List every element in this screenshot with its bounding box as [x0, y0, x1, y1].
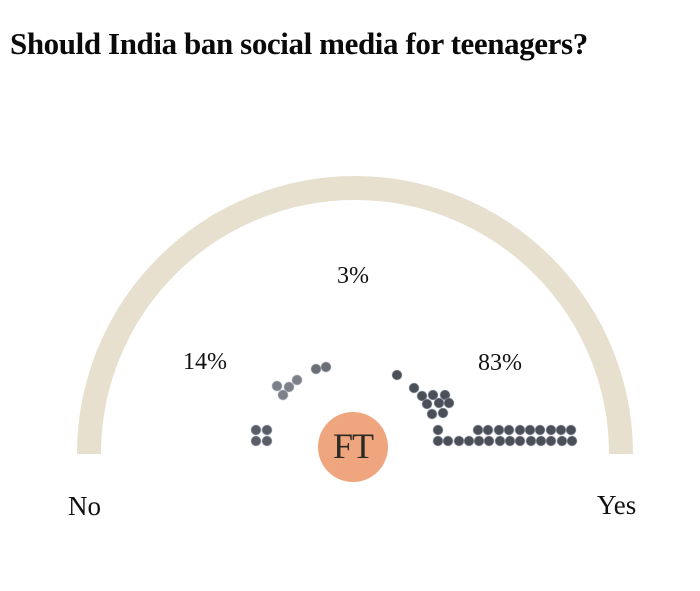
vote-dot: [503, 424, 515, 436]
ft-logo: FT: [318, 412, 388, 482]
vote-dot: [416, 390, 428, 402]
vote-dot: [283, 381, 295, 393]
vote-dot: [493, 424, 505, 436]
vote-dot: [494, 435, 506, 447]
percent-label-no: 14%: [183, 349, 227, 375]
vote-dot: [473, 435, 485, 447]
gauge-label-yes: Yes: [597, 490, 637, 520]
percent-label-middle: 3%: [337, 263, 369, 289]
vote-dot: [250, 435, 262, 447]
vote-dots: [250, 361, 578, 447]
vote-dot: [320, 361, 332, 373]
vote-dot: [432, 424, 444, 436]
vote-dot: [535, 435, 547, 447]
vote-dot: [443, 397, 455, 409]
vote-dot: [271, 380, 283, 392]
ft-logo-text: FT: [332, 426, 374, 466]
vote-dot: [426, 408, 438, 420]
vote-dot: [534, 424, 546, 436]
vote-dot: [408, 382, 420, 394]
vote-dot: [427, 389, 439, 401]
vote-dot: [545, 435, 557, 447]
vote-dot: [250, 424, 262, 436]
poll-question-title: Should India ban social media for teenag…: [10, 26, 588, 61]
vote-dot: [514, 424, 526, 436]
vote-dot: [310, 363, 322, 375]
vote-dot: [472, 424, 484, 436]
gauge-arc: [77, 176, 633, 455]
vote-dot: [463, 435, 475, 447]
vote-dot: [514, 435, 526, 447]
vote-dot: [433, 397, 445, 409]
vote-dot: [277, 389, 289, 401]
vote-dot: [524, 424, 536, 436]
vote-dot: [555, 424, 567, 436]
vote-dot: [504, 435, 516, 447]
vote-dot: [525, 435, 537, 447]
vote-dot: [483, 435, 495, 447]
vote-dot: [421, 398, 433, 410]
vote-dot: [482, 424, 494, 436]
vote-dot: [261, 435, 273, 447]
vote-dot: [442, 435, 454, 447]
vote-dot: [291, 374, 303, 386]
vote-dot: [391, 369, 403, 381]
vote-dot: [437, 407, 449, 419]
vote-dot: [566, 435, 578, 447]
gauge-label-no: No: [68, 491, 101, 521]
percent-label-yes: 83%: [478, 350, 522, 376]
vote-dot: [261, 424, 273, 436]
vote-dot: [565, 424, 577, 436]
vote-dot: [556, 435, 568, 447]
vote-dot: [545, 424, 557, 436]
vote-dot: [453, 435, 465, 447]
vote-dot: [432, 435, 444, 447]
